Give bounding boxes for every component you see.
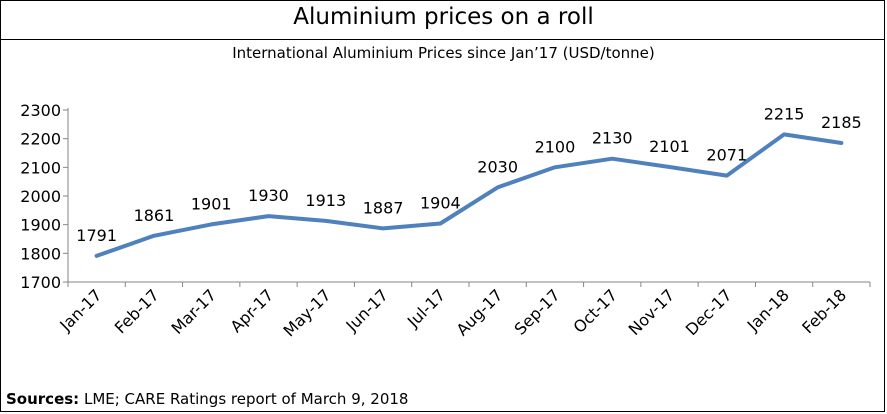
y-tick-label: 1800 <box>20 244 61 263</box>
data-label: 2215 <box>764 104 805 123</box>
x-tick-label: Jun-17 <box>342 285 392 335</box>
data-label: 1887 <box>363 198 404 217</box>
chart-subtitle: International Aluminium Prices since Jan… <box>232 44 655 62</box>
y-tick-label: 2100 <box>20 158 61 177</box>
data-label: 1791 <box>76 226 117 245</box>
data-label: 1861 <box>134 206 175 225</box>
source-label: Sources: <box>6 390 80 408</box>
series-line <box>94 132 844 258</box>
data-label: 2071 <box>706 146 747 165</box>
y-tick-label: 1900 <box>20 216 61 235</box>
data-label: 2101 <box>649 137 690 156</box>
x-tick-label: Aug-17 <box>452 285 506 339</box>
x-tick-label: Feb-17 <box>111 285 163 337</box>
y-tick-label: 2300 <box>20 101 61 120</box>
x-tick-label: Jul-17 <box>403 285 449 331</box>
source-note: Sources: LME; CARE Ratings report of Mar… <box>6 390 408 408</box>
data-label: 2185 <box>821 113 862 132</box>
x-tick-label: Dec-17 <box>682 285 736 339</box>
data-labels: 1791 1861 1901 1930 1913 1887 1904 2030 2100 2130… <box>76 104 861 245</box>
title-divider <box>0 39 885 40</box>
y-axis: 1700 1800 1900 2000 2100 2200 2300 <box>20 101 69 292</box>
x-tick-label: Mar-17 <box>168 285 221 338</box>
data-label: 1901 <box>191 194 232 213</box>
x-tick-label: Jan-17 <box>55 285 105 335</box>
data-label: 2030 <box>477 157 518 176</box>
x-tick-label: Sep-17 <box>511 285 564 338</box>
y-tick-label: 2000 <box>20 187 61 206</box>
series-layer <box>94 132 844 258</box>
x-tick-label: Apr-17 <box>227 285 278 336</box>
y-tick-label: 2200 <box>20 130 61 149</box>
data-label: 1904 <box>420 194 461 213</box>
data-label: 1930 <box>248 186 289 205</box>
x-tick-label: Nov-17 <box>625 285 679 339</box>
chart-title: Aluminium prices on a roll <box>293 4 594 30</box>
x-axis: Jan-17 Feb-17 Mar-17 Apr-17 May-17 Jun-17 Jul-… <box>55 281 871 341</box>
x-tick-label: Feb-18 <box>798 285 850 337</box>
x-tick-label: Jan-18 <box>743 285 793 335</box>
x-tick-label: Oct-17 <box>570 285 621 336</box>
x-tick-label: May-17 <box>280 285 335 340</box>
y-tick-label: 1700 <box>20 273 61 292</box>
source-text: LME; CARE Ratings report of March 9, 201… <box>79 390 409 408</box>
data-label: 2100 <box>535 137 576 156</box>
data-label: 2130 <box>592 129 633 148</box>
data-label: 1913 <box>305 191 346 210</box>
